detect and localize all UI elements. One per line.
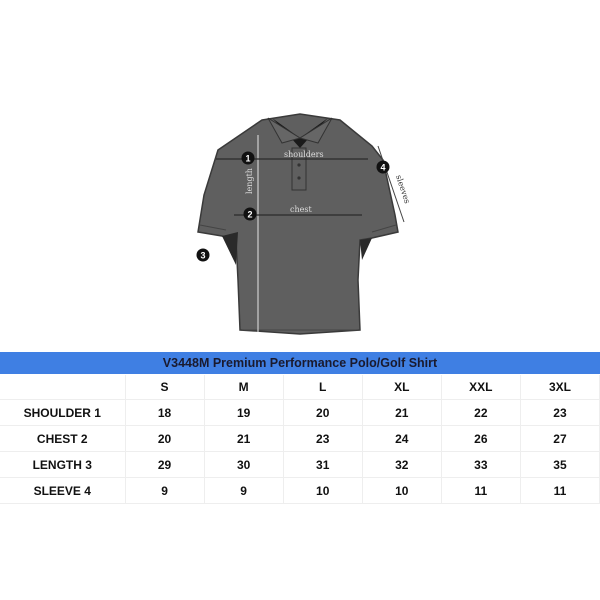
table-cell: 27 bbox=[520, 425, 600, 452]
row-label: SHOULDER 1 bbox=[0, 399, 126, 426]
table-cell: 19 bbox=[204, 399, 284, 426]
size-header-row: S M L XL XXL 3XL bbox=[0, 375, 600, 400]
table-row: SHOULDER 1 18 19 20 21 22 23 bbox=[0, 399, 600, 426]
size-header: XL bbox=[362, 375, 442, 400]
table-cell: 9 bbox=[204, 477, 284, 504]
table-cell: 21 bbox=[362, 399, 442, 426]
svg-text:2: 2 bbox=[247, 210, 252, 220]
row-label: LENGTH 3 bbox=[0, 451, 126, 478]
table-cell: 33 bbox=[441, 451, 521, 478]
row-label: SLEEVE 4 bbox=[0, 477, 126, 504]
size-header: XXL bbox=[441, 375, 521, 400]
table-row: LENGTH 3 29 30 31 32 33 35 bbox=[0, 451, 600, 478]
size-header: 3XL bbox=[520, 375, 600, 400]
size-chart-title: V3448M Premium Performance Polo/Golf Shi… bbox=[0, 352, 600, 374]
size-chart-table: S M L XL XXL 3XL SHOULDER 1 18 19 20 21 … bbox=[0, 375, 600, 504]
table-cell: 11 bbox=[520, 477, 600, 504]
size-header: S bbox=[125, 375, 205, 400]
table-cell: 29 bbox=[125, 451, 205, 478]
sleeves-line bbox=[377, 145, 405, 223]
shoulders-label: shoulders bbox=[284, 150, 324, 159]
chest-label: chest bbox=[290, 205, 312, 214]
shirt-illustration bbox=[197, 113, 399, 335]
table-cell: 10 bbox=[283, 477, 363, 504]
table-row: SLEEVE 4 9 9 10 10 11 11 bbox=[0, 477, 600, 504]
svg-text:4: 4 bbox=[380, 163, 385, 173]
svg-text:3: 3 bbox=[200, 251, 205, 261]
marker-3: 3 bbox=[196, 248, 210, 262]
table-cell: 35 bbox=[520, 451, 600, 478]
table-cell: 20 bbox=[283, 399, 363, 426]
table-cell: 20 bbox=[125, 425, 205, 452]
svg-text:1: 1 bbox=[245, 154, 250, 164]
marker-4: 4 bbox=[376, 160, 390, 174]
table-cell: 32 bbox=[362, 451, 442, 478]
table-cell: 18 bbox=[125, 399, 205, 426]
table-cell: 24 bbox=[362, 425, 442, 452]
table-cell: 9 bbox=[125, 477, 205, 504]
size-header: M bbox=[204, 375, 284, 400]
length-label: length bbox=[245, 168, 254, 194]
table-cell: 22 bbox=[441, 399, 521, 426]
polo-shirt-diagram: shoulders chest length sleeves 1 2 3 4 bbox=[196, 113, 412, 335]
table-cell: 23 bbox=[520, 399, 600, 426]
size-header: L bbox=[283, 375, 363, 400]
table-cell: 11 bbox=[441, 477, 521, 504]
marker-2: 2 bbox=[243, 207, 257, 221]
corner-cell bbox=[0, 375, 126, 400]
table-cell: 10 bbox=[362, 477, 442, 504]
table-cell: 30 bbox=[204, 451, 284, 478]
marker-1: 1 bbox=[241, 151, 255, 165]
table-cell: 23 bbox=[283, 425, 363, 452]
table-cell: 21 bbox=[204, 425, 284, 452]
table-cell: 26 bbox=[441, 425, 521, 452]
table-cell: 31 bbox=[283, 451, 363, 478]
table-row: CHEST 2 20 21 23 24 26 27 bbox=[0, 425, 600, 452]
row-label: CHEST 2 bbox=[0, 425, 126, 452]
